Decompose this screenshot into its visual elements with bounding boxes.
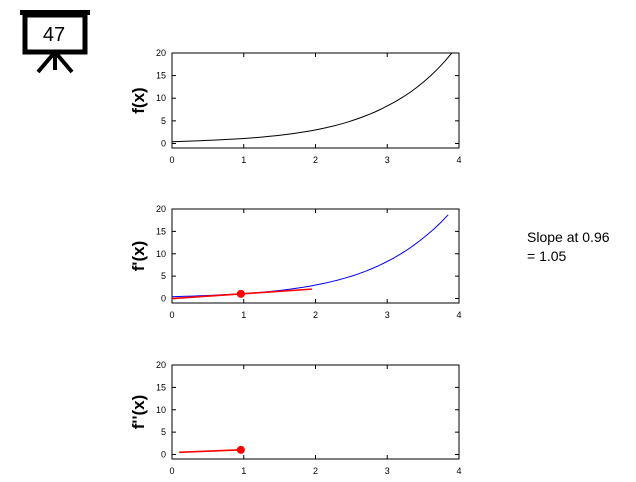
series-line [179,449,241,454]
data-point [236,289,245,298]
y-tick-label: 20 [156,204,166,214]
series-line [171,214,449,298]
y-tick-label: 5 [161,116,166,126]
y-axis-label: f(x) [129,87,148,113]
slide-number: 47 [43,24,65,46]
y-tick-label: 5 [161,427,166,437]
y-tick-label: 0 [161,138,166,148]
x-tick-label: 2 [313,155,318,165]
y-tick-label: 0 [161,294,166,304]
slope-annotation: Slope at 0.96 = 1.05 [527,228,610,266]
y-tick-label: 10 [156,405,166,415]
subplot-2: 0 1 2 3 4 0 5 10 15 20 f'(x) [129,204,462,320]
subplot-3: 0 1 2 3 4 0 5 10 15 20 f''(x) [129,360,462,476]
x-tick-label: 3 [385,310,390,320]
y-tick-label: 10 [156,93,166,103]
series-line [171,52,453,143]
y-tick-label: 20 [156,48,166,58]
y-tick-label: 15 [156,226,166,236]
x-tick-label: 0 [169,466,174,476]
x-tick-label: 0 [169,155,174,165]
x-tick-label: 3 [385,155,390,165]
axes-frame [171,208,460,304]
x-tick-label: 3 [385,466,390,476]
slope-annotation-line2: = 1.05 [527,248,567,264]
y-axis-label: f'(x) [129,241,148,271]
axes-frame [171,52,460,149]
x-tick-label: 1 [241,310,246,320]
y-tick-label: 15 [156,71,166,81]
x-tick-label: 1 [241,466,246,476]
x-tick-label: 2 [313,466,318,476]
y-tick-label: 20 [156,360,166,370]
y-axis-label: f''(x) [129,395,148,430]
x-tick-label: 4 [456,310,461,320]
x-tick-label: 0 [169,310,174,320]
y-tick-label: 0 [161,450,166,460]
x-tick-label: 1 [241,155,246,165]
y-tick-label: 10 [156,249,166,259]
y-tick-label: 5 [161,271,166,281]
slope-annotation-line1: Slope at 0.96 [527,229,610,245]
x-tick-label: 2 [313,310,318,320]
data-point [236,445,245,454]
y-tick-label: 15 [156,382,166,392]
subplot-1: 0 1 2 3 4 0 5 10 15 20 f(x) [129,48,462,165]
x-tick-label: 4 [456,466,461,476]
projector-screen-icon [20,10,90,74]
axes-frame [171,364,460,460]
x-tick-label: 4 [456,155,461,165]
